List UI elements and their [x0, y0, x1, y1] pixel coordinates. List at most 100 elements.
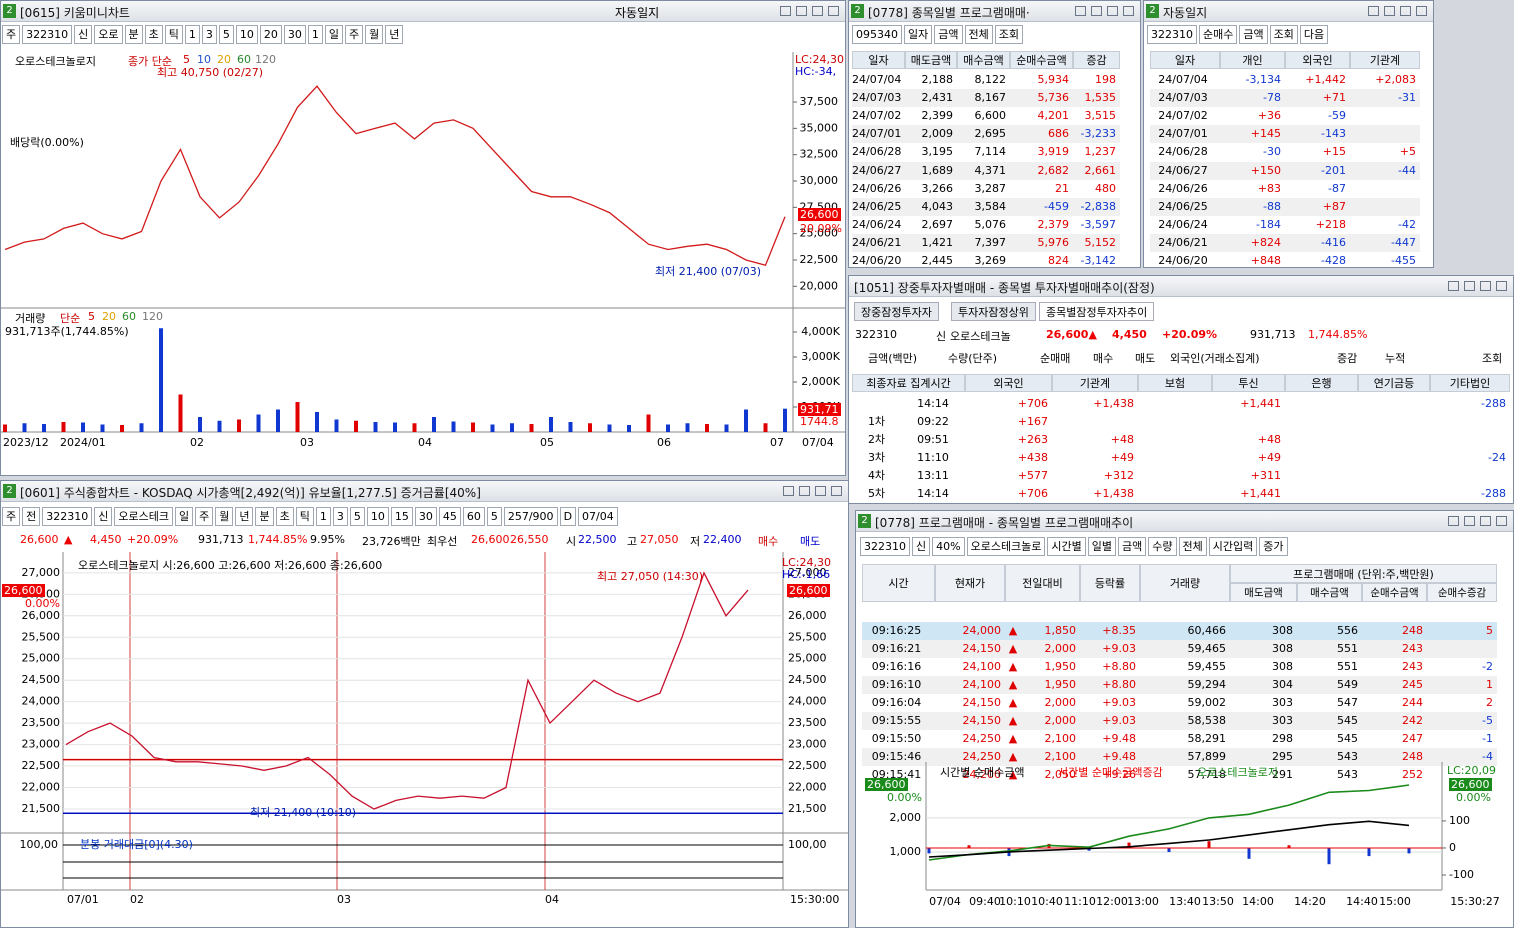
- toolbar-item[interactable]: 322310: [860, 537, 910, 556]
- toolbar-item[interactable]: 30: [414, 507, 437, 526]
- toolbar-item[interactable]: 20: [259, 25, 282, 44]
- toolbar-item[interactable]: 틱: [295, 507, 314, 526]
- toolbar-item[interactable]: 3: [201, 25, 217, 44]
- window-button[interactable]: [799, 486, 810, 496]
- window-button[interactable]: [1464, 516, 1475, 526]
- window-button[interactable]: [1107, 6, 1118, 16]
- toolbar-item[interactable]: 수량: [1148, 537, 1177, 556]
- toolbar-item[interactable]: 095340: [852, 25, 902, 44]
- window-button[interactable]: [783, 486, 794, 496]
- option[interactable]: 수량(단주): [948, 352, 998, 365]
- toolbar-item[interactable]: 10: [366, 507, 389, 526]
- option[interactable]: 외국인(거래소집계): [1170, 352, 1260, 365]
- window-button[interactable]: [815, 486, 826, 496]
- toolbar-item[interactable]: 전: [22, 507, 41, 526]
- toolbar-item[interactable]: 1: [315, 507, 331, 526]
- window-button[interactable]: [1416, 6, 1427, 16]
- toolbar-item[interactable]: 오로스테크놀로: [966, 537, 1046, 556]
- toolbar-item[interactable]: 30: [283, 25, 306, 44]
- toolbar-item[interactable]: 틱: [164, 25, 183, 44]
- toolbar-item[interactable]: 금액: [934, 25, 963, 44]
- toolbar-item[interactable]: 분: [255, 507, 274, 526]
- toolbar-item[interactable]: 주: [2, 507, 21, 526]
- toolbar-item[interactable]: 년: [385, 25, 404, 44]
- toolbar-item[interactable]: 전체: [1178, 537, 1207, 556]
- window-button[interactable]: [1496, 281, 1507, 291]
- toolbar-item[interactable]: 금액: [1239, 25, 1268, 44]
- toolbar-item[interactable]: 순매수: [1199, 25, 1238, 44]
- toolbar-item[interactable]: 분: [124, 25, 143, 44]
- window-button[interactable]: [812, 6, 823, 16]
- toolbar-item[interactable]: 금액: [1118, 537, 1147, 556]
- toolbar-item[interactable]: 5: [486, 507, 502, 526]
- toolbar-item[interactable]: 초: [144, 25, 163, 44]
- window-button[interactable]: [828, 6, 839, 16]
- window-button[interactable]: [1075, 6, 1086, 16]
- toolbar-item[interactable]: 주: [2, 25, 21, 44]
- window-button[interactable]: [1448, 516, 1459, 526]
- toolbar-item[interactable]: 신: [94, 507, 113, 526]
- toolbar-item[interactable]: 조회: [994, 25, 1023, 44]
- tab[interactable]: 장중잠정투자자: [854, 302, 939, 321]
- toolbar-item[interactable]: 오로스테크: [114, 507, 173, 526]
- option[interactable]: 조회: [1482, 352, 1503, 365]
- toolbar-item[interactable]: 40%: [932, 537, 965, 556]
- toolbar-item[interactable]: 5: [218, 25, 234, 44]
- toolbar-item[interactable]: 초: [275, 507, 294, 526]
- toolbar-item[interactable]: 신: [74, 25, 93, 44]
- toolbar-item[interactable]: 일: [324, 25, 343, 44]
- window-button[interactable]: [1384, 6, 1395, 16]
- toolbar-item[interactable]: 전체: [964, 25, 993, 44]
- window-button[interactable]: [780, 6, 791, 16]
- window-button[interactable]: [1091, 6, 1102, 16]
- option[interactable]: 증감: [1337, 352, 1358, 365]
- window-button[interactable]: [1448, 281, 1459, 291]
- toolbar-item[interactable]: 5: [349, 507, 365, 526]
- toolbar-item[interactable]: 시간별: [1047, 537, 1086, 556]
- toolbar-item[interactable]: 322310: [1147, 25, 1197, 44]
- option[interactable]: 매수: [1093, 352, 1114, 365]
- window-button[interactable]: [1368, 6, 1379, 16]
- option[interactable]: 순매매: [1040, 352, 1071, 365]
- window-button[interactable]: [1464, 281, 1475, 291]
- toolbar-item[interactable]: 다음: [1299, 25, 1329, 44]
- toolbar-item[interactable]: 월: [365, 25, 384, 44]
- toolbar-item[interactable]: 1: [184, 25, 200, 44]
- window-button[interactable]: [1400, 6, 1411, 16]
- table-cell: +1,438: [1093, 397, 1134, 410]
- toolbar-item[interactable]: 주: [345, 25, 364, 44]
- toolbar-item[interactable]: 년: [235, 507, 254, 526]
- toolbar-item[interactable]: 3: [332, 507, 348, 526]
- window-button[interactable]: [1123, 6, 1134, 16]
- toolbar-item[interactable]: 월: [215, 507, 234, 526]
- toolbar-item[interactable]: 주: [195, 507, 214, 526]
- toolbar-item[interactable]: 조회: [1269, 25, 1298, 44]
- toolbar-item[interactable]: 07/04: [578, 507, 618, 526]
- toolbar-item[interactable]: 증가: [1259, 537, 1288, 556]
- tab[interactable]: 투자자잠정상위: [951, 302, 1036, 321]
- window-button[interactable]: [831, 486, 842, 496]
- tab[interactable]: 종목별잠정투자자추이: [1039, 302, 1155, 321]
- toolbar-item[interactable]: 오로: [94, 25, 123, 44]
- toolbar-item[interactable]: 10: [235, 25, 258, 44]
- toolbar-item[interactable]: 322310: [42, 507, 93, 526]
- toolbar-item[interactable]: 15: [390, 507, 413, 526]
- window-button[interactable]: [1496, 516, 1507, 526]
- toolbar-item[interactable]: 257/900: [503, 507, 558, 526]
- toolbar-item[interactable]: 45: [438, 507, 461, 526]
- option[interactable]: 매도: [1135, 352, 1156, 365]
- toolbar-item[interactable]: 일별: [1087, 537, 1117, 556]
- toolbar-item[interactable]: 일자: [904, 25, 933, 44]
- window-button[interactable]: [796, 6, 807, 16]
- window-button[interactable]: [1480, 281, 1491, 291]
- toolbar-item[interactable]: 시간입력: [1208, 537, 1258, 556]
- toolbar-item[interactable]: 322310: [22, 25, 73, 44]
- toolbar-item[interactable]: 신: [912, 537, 931, 556]
- window-button[interactable]: [1480, 516, 1491, 526]
- option[interactable]: 금액(백만): [868, 352, 918, 365]
- toolbar-item[interactable]: 일: [174, 507, 194, 526]
- toolbar-item[interactable]: 1: [307, 25, 323, 44]
- option[interactable]: 누적: [1385, 352, 1406, 365]
- toolbar-item[interactable]: 60: [462, 507, 485, 526]
- toolbar-item[interactable]: D: [559, 507, 577, 526]
